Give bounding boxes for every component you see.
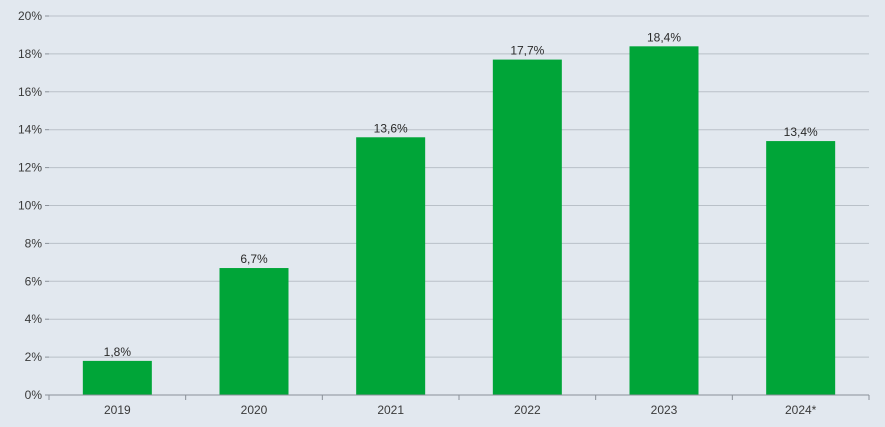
y-tick-label: 16% bbox=[18, 85, 42, 99]
bars bbox=[82, 46, 836, 396]
y-tick-label: 10% bbox=[18, 199, 42, 213]
x-tick-label: 2019 bbox=[104, 403, 131, 417]
y-tick-label: 8% bbox=[25, 236, 43, 250]
data-label: 13,4% bbox=[784, 125, 818, 139]
x-tick-label: 2022 bbox=[514, 403, 541, 417]
x-axis-tick-labels: 2019 2020 2021 2022 2023 2024* bbox=[104, 403, 817, 417]
y-tick-label: 6% bbox=[25, 274, 43, 288]
y-tick-label: 0% bbox=[25, 388, 43, 402]
x-tick-label: 2020 bbox=[241, 403, 268, 417]
data-label: 17,7% bbox=[510, 44, 544, 58]
y-tick-label: 12% bbox=[18, 161, 42, 175]
data-label: 18,4% bbox=[647, 30, 681, 44]
y-tick-label: 14% bbox=[18, 123, 42, 137]
data-label: 13,6% bbox=[374, 121, 408, 135]
gridlines bbox=[49, 15, 869, 358]
data-labels: 1,8% 6,7% 13,6% 17,7% 18,4% 13,4% bbox=[104, 30, 818, 359]
x-tick-label: 2021 bbox=[377, 403, 404, 417]
data-label: 6,7% bbox=[240, 252, 268, 266]
bar bbox=[356, 137, 426, 395]
x-axis bbox=[45, 15, 870, 400]
bar bbox=[629, 46, 699, 395]
bar bbox=[219, 268, 289, 395]
data-label: 1,8% bbox=[104, 345, 132, 359]
y-tick-label: 2% bbox=[25, 350, 43, 364]
y-axis-tick-labels: 0% 2% 4% 6% 8% 10% 12% 14% 16% 18% 20% bbox=[18, 9, 42, 402]
bar bbox=[766, 141, 836, 395]
y-tick-label: 18% bbox=[18, 47, 42, 61]
y-tick-label: 20% bbox=[18, 9, 42, 23]
x-tick-label: 2023 bbox=[651, 403, 678, 417]
bar bbox=[82, 360, 152, 395]
x-tick-label: 2024* bbox=[785, 403, 817, 417]
bar bbox=[492, 59, 562, 396]
y-tick-label: 4% bbox=[25, 312, 43, 326]
